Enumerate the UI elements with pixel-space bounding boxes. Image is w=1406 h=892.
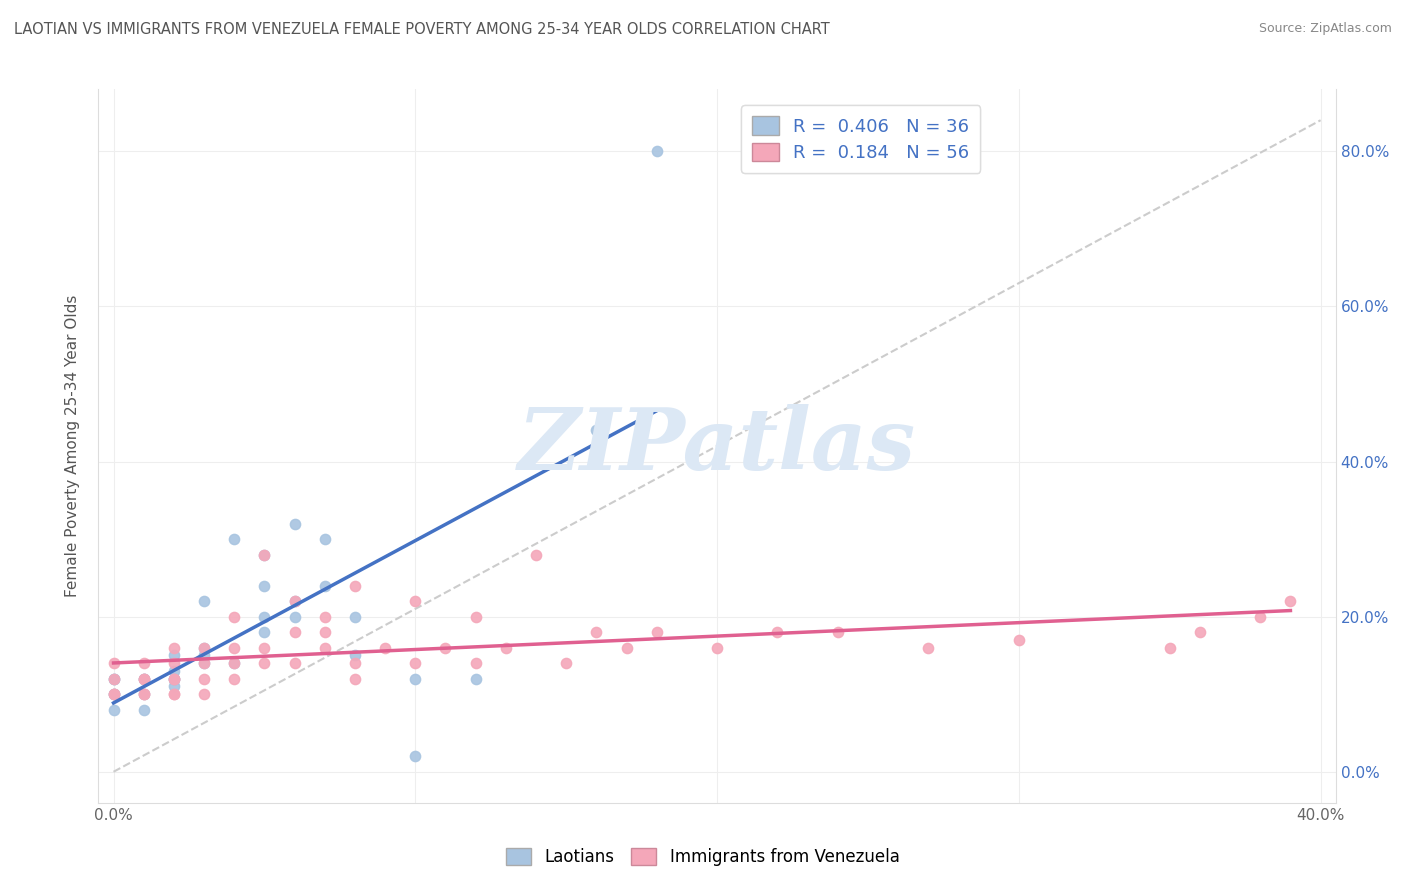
Point xyxy=(103,687,125,701)
Point xyxy=(132,687,155,701)
Point xyxy=(343,656,366,670)
Point xyxy=(163,680,186,694)
Point xyxy=(1279,594,1302,608)
Point xyxy=(163,672,186,686)
Point xyxy=(193,594,215,608)
Point xyxy=(495,640,517,655)
Point xyxy=(163,672,186,686)
Point xyxy=(645,625,668,640)
Point xyxy=(314,640,336,655)
Point xyxy=(1008,632,1031,647)
Point xyxy=(224,656,246,670)
Point xyxy=(585,625,607,640)
Point xyxy=(464,656,486,670)
Point xyxy=(224,532,246,546)
Point xyxy=(132,672,155,686)
Legend: Laotians, Immigrants from Venezuela: Laotians, Immigrants from Venezuela xyxy=(498,840,908,875)
Point xyxy=(917,640,939,655)
Point xyxy=(132,672,155,686)
Point xyxy=(103,687,125,701)
Point xyxy=(343,609,366,624)
Point xyxy=(103,672,125,686)
Point xyxy=(645,145,668,159)
Point xyxy=(314,625,336,640)
Point xyxy=(193,648,215,663)
Point xyxy=(193,672,215,686)
Point xyxy=(132,672,155,686)
Point xyxy=(1159,640,1181,655)
Point xyxy=(343,648,366,663)
Point xyxy=(132,703,155,717)
Point xyxy=(1249,609,1271,624)
Point xyxy=(706,640,728,655)
Point xyxy=(253,609,276,624)
Point xyxy=(132,656,155,670)
Point xyxy=(314,532,336,546)
Y-axis label: Female Poverty Among 25-34 Year Olds: Female Poverty Among 25-34 Year Olds xyxy=(65,295,80,597)
Text: LAOTIAN VS IMMIGRANTS FROM VENEZUELA FEMALE POVERTY AMONG 25-34 YEAR OLDS CORREL: LAOTIAN VS IMMIGRANTS FROM VENEZUELA FEM… xyxy=(14,22,830,37)
Point xyxy=(343,579,366,593)
Point xyxy=(253,548,276,562)
Point xyxy=(163,687,186,701)
Point xyxy=(103,656,125,670)
Point xyxy=(555,656,578,670)
Point xyxy=(464,609,486,624)
Point xyxy=(163,672,186,686)
Point xyxy=(163,664,186,678)
Point xyxy=(132,687,155,701)
Point xyxy=(224,672,246,686)
Point xyxy=(132,687,155,701)
Point xyxy=(284,516,307,531)
Point xyxy=(404,749,426,764)
Point xyxy=(253,656,276,670)
Point xyxy=(284,625,307,640)
Point xyxy=(103,672,125,686)
Point xyxy=(224,656,246,670)
Point xyxy=(193,640,215,655)
Point xyxy=(766,625,789,640)
Point xyxy=(314,579,336,593)
Point xyxy=(253,640,276,655)
Point xyxy=(585,424,607,438)
Point xyxy=(224,609,246,624)
Point xyxy=(253,625,276,640)
Point xyxy=(253,579,276,593)
Point xyxy=(163,687,186,701)
Point xyxy=(284,609,307,624)
Point xyxy=(343,672,366,686)
Point xyxy=(404,656,426,670)
Point xyxy=(616,640,638,655)
Point xyxy=(253,548,276,562)
Point xyxy=(193,656,215,670)
Point xyxy=(404,672,426,686)
Point xyxy=(193,640,215,655)
Point xyxy=(524,548,547,562)
Point xyxy=(284,656,307,670)
Point xyxy=(163,640,186,655)
Point xyxy=(103,687,125,701)
Point xyxy=(193,687,215,701)
Legend: R =  0.406   N = 36, R =  0.184   N = 56: R = 0.406 N = 36, R = 0.184 N = 56 xyxy=(741,105,980,173)
Point xyxy=(163,648,186,663)
Point xyxy=(1188,625,1211,640)
Point xyxy=(163,672,186,686)
Point xyxy=(464,672,486,686)
Point xyxy=(284,594,307,608)
Point xyxy=(434,640,457,655)
Point xyxy=(193,656,215,670)
Text: Source: ZipAtlas.com: Source: ZipAtlas.com xyxy=(1258,22,1392,36)
Point xyxy=(103,687,125,701)
Point xyxy=(284,594,307,608)
Point xyxy=(163,656,186,670)
Point xyxy=(224,640,246,655)
Text: ZIPatlas: ZIPatlas xyxy=(517,404,917,488)
Point xyxy=(314,609,336,624)
Point xyxy=(374,640,396,655)
Point xyxy=(103,703,125,717)
Point xyxy=(827,625,849,640)
Point xyxy=(404,594,426,608)
Point xyxy=(103,672,125,686)
Point xyxy=(132,672,155,686)
